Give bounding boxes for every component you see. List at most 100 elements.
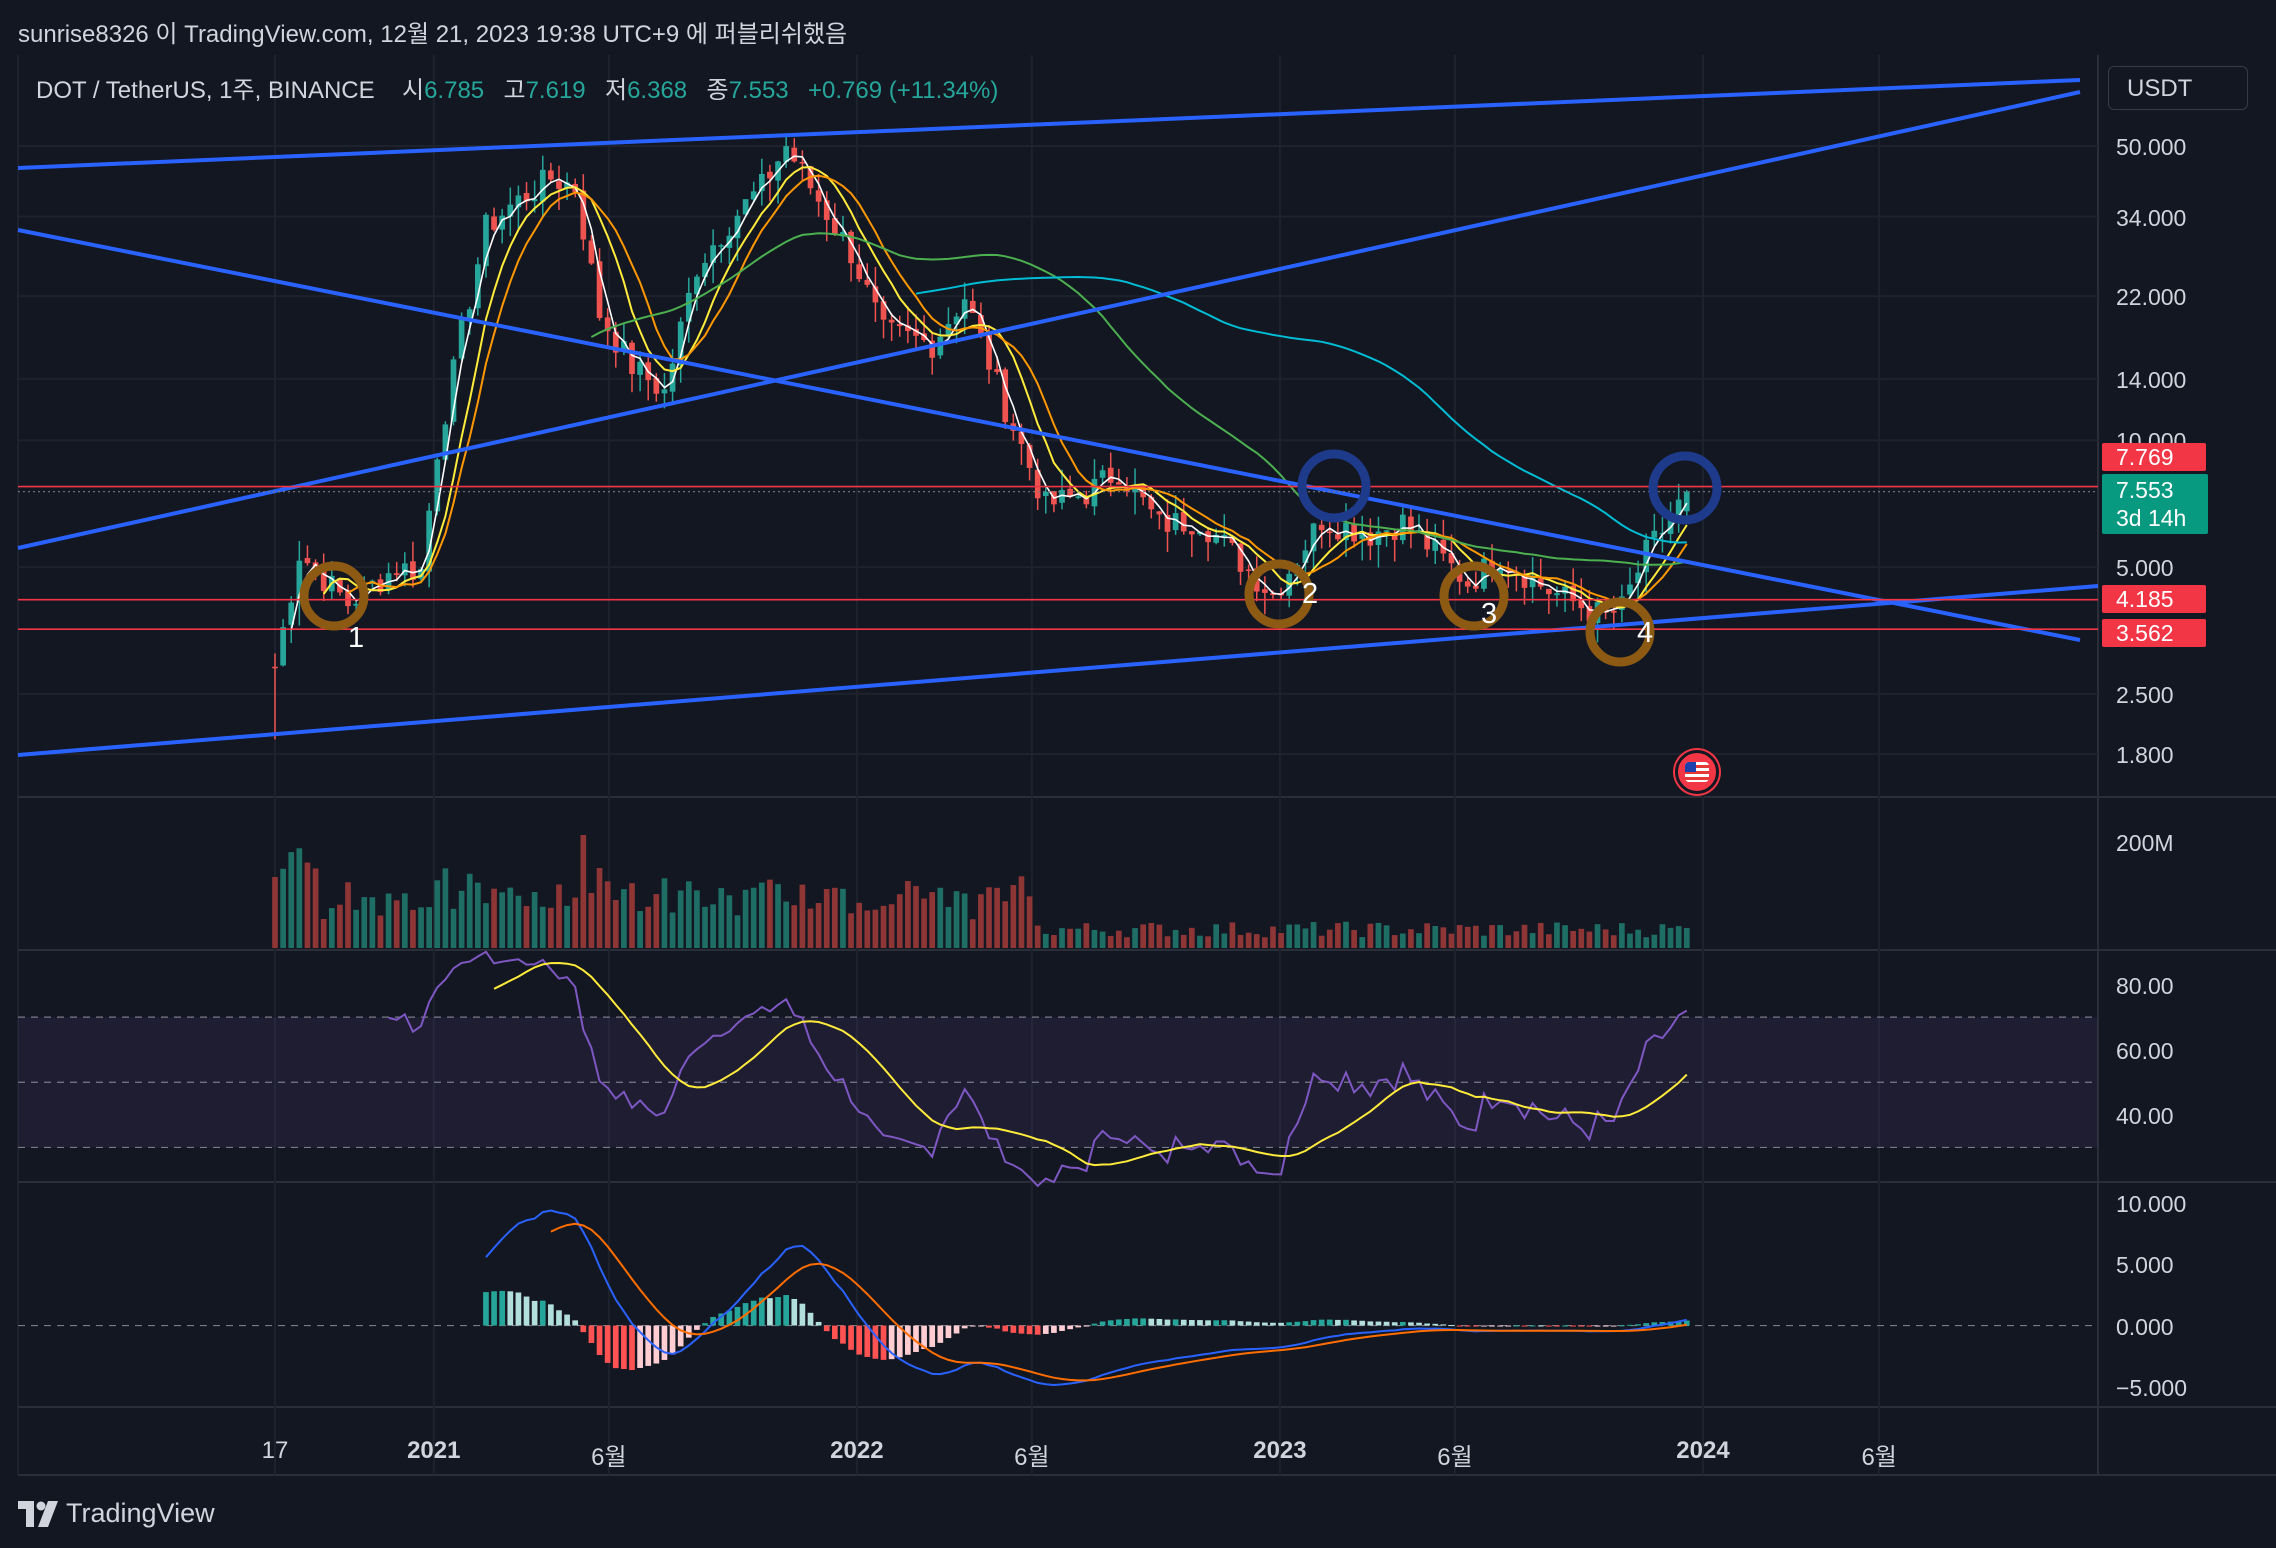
macd-histogram-bar xyxy=(1083,1325,1090,1327)
macd-histogram-bar xyxy=(564,1314,570,1326)
macd-histogram-bar xyxy=(1245,1321,1252,1326)
volume-bar xyxy=(491,888,497,948)
volume-bar xyxy=(1075,928,1082,948)
orange-circle-marker xyxy=(1439,561,1509,631)
macd-histogram-bar xyxy=(1521,1325,1528,1327)
candle-body xyxy=(612,331,619,353)
macd-histogram-bar xyxy=(702,1323,708,1326)
macd-histogram-bar xyxy=(645,1325,652,1366)
macd-histogram-bar xyxy=(994,1325,1000,1329)
macd-histogram-bar xyxy=(1578,1325,1585,1327)
candle-body xyxy=(888,319,895,323)
time-axis-label: 2022 xyxy=(830,1437,884,1464)
macd-histogram-bar xyxy=(1440,1324,1447,1326)
candle-body xyxy=(548,170,554,180)
macd-histogram-bar xyxy=(523,1296,530,1326)
macd-histogram-bar xyxy=(1610,1325,1617,1327)
macd-histogram-bar xyxy=(507,1291,514,1326)
volume-bar xyxy=(832,887,838,948)
volume-bar xyxy=(288,852,295,948)
volume-bar xyxy=(426,907,432,948)
macd-histogram-bar xyxy=(1091,1323,1098,1326)
candle-body xyxy=(1408,516,1414,531)
candle-body xyxy=(685,292,692,322)
macd-histogram-bar xyxy=(1529,1325,1536,1327)
symbol-header[interactable]: DOT / TetherUS, 1주, BINANCE 시6.785 고7.61… xyxy=(36,70,998,105)
volume-bar xyxy=(442,868,449,948)
macd-histogram-bar xyxy=(1205,1320,1211,1326)
candle-body xyxy=(1521,576,1528,588)
candle-body xyxy=(556,181,562,189)
volume-bar xyxy=(596,868,603,948)
macd-histogram-bar xyxy=(1107,1320,1114,1326)
macd-histogram-bar xyxy=(531,1300,538,1326)
volume-bar xyxy=(945,906,952,948)
candle-body xyxy=(742,199,749,215)
support-1-price-tag: 4.185 xyxy=(2102,585,2206,613)
currency-button[interactable]: USDT xyxy=(2108,66,2248,110)
volume-bar xyxy=(450,908,457,948)
macd-histogram-bar xyxy=(791,1298,798,1326)
candle-body xyxy=(1546,588,1552,595)
volume-bar xyxy=(1635,929,1641,948)
volume-bar xyxy=(1643,937,1650,948)
macd-histogram-bar xyxy=(1383,1321,1390,1326)
macd-histogram-bar xyxy=(1270,1322,1276,1326)
macd-histogram-bar xyxy=(1367,1321,1374,1326)
macd-histogram-bar xyxy=(1115,1319,1122,1326)
candle-body xyxy=(345,589,351,607)
macd-histogram-bar xyxy=(1489,1325,1495,1327)
macd-axis-label: −5.000 xyxy=(2116,1374,2187,1401)
macd-histogram-bar xyxy=(1010,1325,1017,1333)
publisher-line: sunrise8326 이 TradingView.com, 12월 21, 2… xyxy=(18,21,848,48)
macd-histogram-bar xyxy=(1391,1322,1398,1326)
candle-body xyxy=(1245,569,1252,572)
macd-histogram-bar xyxy=(913,1325,919,1352)
volume-bar xyxy=(612,900,619,948)
symbol-name[interactable]: DOT / TetherUS, 1주, BINANCE xyxy=(36,77,375,104)
volume-bar xyxy=(1594,924,1601,948)
candle-body xyxy=(905,325,911,331)
volume-bar xyxy=(1189,927,1195,948)
volume-bar xyxy=(434,880,441,948)
candle-body xyxy=(661,389,668,394)
candle-body xyxy=(1262,589,1268,593)
volume-bar xyxy=(1529,933,1536,948)
candle-body xyxy=(410,561,416,580)
candle-body xyxy=(1067,488,1073,496)
candle-body xyxy=(953,316,960,325)
candle-body xyxy=(580,190,587,240)
candle-body xyxy=(856,264,863,280)
volume-bar xyxy=(1294,924,1301,948)
macd-histogram-bar xyxy=(1124,1319,1130,1326)
candle-body xyxy=(401,563,408,576)
volume-bar xyxy=(1326,929,1333,948)
volume-bar xyxy=(515,895,522,948)
price-axis-label: 5.000 xyxy=(2116,555,2174,582)
trendline xyxy=(17,584,2099,757)
volume-bar xyxy=(1578,928,1585,948)
macd-histogram-bar xyxy=(1432,1323,1439,1326)
us-flag-event-icon[interactable] xyxy=(1675,750,1719,794)
volume-bar xyxy=(1010,885,1017,948)
volume-bar xyxy=(523,906,530,948)
volume-bar xyxy=(556,884,562,948)
macd-histogram-bar xyxy=(953,1325,960,1334)
candle-body xyxy=(475,264,481,309)
volume-bar xyxy=(280,868,286,948)
candle-body xyxy=(1189,531,1195,535)
rsi-axis-label: 40.00 xyxy=(2116,1102,2174,1129)
macd-histogram-bar xyxy=(961,1325,968,1329)
candle-body xyxy=(1318,524,1325,531)
candle-body xyxy=(815,190,822,202)
candle-body xyxy=(1180,511,1187,532)
macd-histogram-bar xyxy=(1472,1325,1479,1327)
macd-histogram-bar xyxy=(986,1325,992,1328)
volume-bar xyxy=(1205,936,1211,948)
volume-bar xyxy=(1002,901,1009,948)
macd-histogram-bar xyxy=(1635,1324,1641,1326)
candle-body xyxy=(1432,540,1439,551)
candle-body xyxy=(426,510,432,572)
volume-bar xyxy=(1156,924,1163,948)
